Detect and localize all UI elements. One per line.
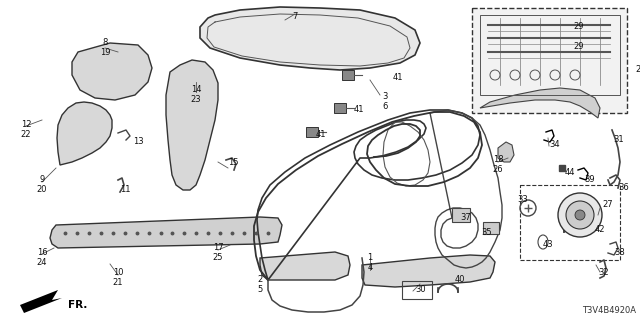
Text: 32: 32 — [598, 268, 609, 277]
Polygon shape — [166, 60, 218, 190]
Text: 2
5: 2 5 — [257, 275, 262, 294]
Text: 3
6: 3 6 — [382, 92, 388, 111]
Text: 39: 39 — [584, 175, 595, 184]
Text: 34: 34 — [549, 140, 559, 149]
Text: 16
24: 16 24 — [36, 248, 47, 268]
Text: 41: 41 — [316, 130, 326, 139]
Bar — [483, 222, 499, 234]
Bar — [402, 281, 432, 299]
Text: 35: 35 — [481, 228, 492, 237]
Text: 29: 29 — [573, 42, 584, 51]
Text: 15: 15 — [228, 158, 239, 167]
Text: 42: 42 — [595, 225, 605, 234]
Text: 28: 28 — [635, 65, 640, 74]
Text: 44: 44 — [565, 168, 575, 177]
Bar — [520, 185, 620, 260]
Text: 13: 13 — [133, 137, 143, 146]
Text: 31: 31 — [613, 135, 623, 144]
Polygon shape — [72, 43, 152, 100]
Bar — [472, 8, 627, 113]
Text: 29: 29 — [573, 22, 584, 31]
Circle shape — [558, 193, 602, 237]
Text: 1
4: 1 4 — [367, 253, 372, 272]
Text: 11: 11 — [120, 185, 131, 194]
Text: 41: 41 — [393, 73, 403, 82]
Text: 27: 27 — [602, 200, 612, 209]
Polygon shape — [20, 290, 62, 313]
Polygon shape — [260, 252, 350, 280]
Text: 10
21: 10 21 — [113, 268, 124, 287]
Text: 7: 7 — [292, 12, 298, 21]
Text: 14
23: 14 23 — [191, 85, 202, 104]
Text: 41: 41 — [354, 105, 365, 114]
Text: FR.: FR. — [68, 300, 88, 310]
Text: 30: 30 — [415, 285, 426, 294]
Polygon shape — [498, 142, 514, 162]
Polygon shape — [362, 255, 495, 287]
Bar — [334, 103, 346, 113]
Text: 8
19: 8 19 — [100, 38, 110, 57]
Text: 43: 43 — [543, 240, 554, 249]
Circle shape — [566, 201, 594, 229]
Text: 9
20: 9 20 — [36, 175, 47, 194]
Text: 40: 40 — [455, 275, 465, 284]
Circle shape — [575, 210, 585, 220]
Polygon shape — [50, 217, 282, 248]
Text: 12
22: 12 22 — [20, 120, 31, 140]
Text: 37: 37 — [460, 213, 471, 222]
Polygon shape — [480, 88, 600, 118]
Text: 36: 36 — [618, 183, 628, 192]
Text: 33: 33 — [517, 195, 528, 204]
Text: 17
25: 17 25 — [212, 243, 223, 262]
Text: 38: 38 — [614, 248, 625, 257]
Text: T3V4B4920A: T3V4B4920A — [582, 306, 636, 315]
Bar — [452, 208, 470, 222]
Polygon shape — [200, 7, 420, 70]
Bar — [342, 70, 354, 80]
Polygon shape — [57, 102, 112, 165]
Bar — [306, 127, 318, 137]
Text: 18
26: 18 26 — [493, 155, 503, 174]
